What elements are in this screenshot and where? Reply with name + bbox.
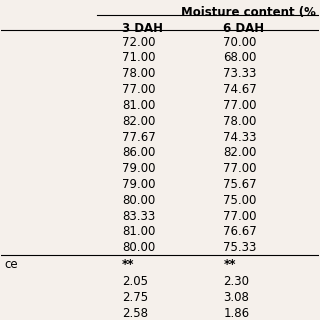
Text: 80.00: 80.00 [122, 194, 155, 207]
Text: 79.00: 79.00 [122, 178, 156, 191]
Text: 2.30: 2.30 [223, 275, 250, 288]
Text: **: ** [223, 258, 236, 271]
Text: 86.00: 86.00 [122, 146, 155, 159]
Text: 71.00: 71.00 [122, 52, 156, 65]
Text: 75.67: 75.67 [223, 178, 257, 191]
Text: 73.33: 73.33 [223, 67, 257, 80]
Text: 74.33: 74.33 [223, 131, 257, 144]
Text: 81.00: 81.00 [122, 225, 155, 238]
Text: 1.86: 1.86 [223, 307, 250, 320]
Text: 78.00: 78.00 [122, 67, 155, 80]
Text: 77.00: 77.00 [223, 99, 257, 112]
Text: 76.67: 76.67 [223, 225, 257, 238]
Text: 3 DAH: 3 DAH [122, 22, 163, 35]
Text: 78.00: 78.00 [223, 115, 257, 128]
Text: 79.00: 79.00 [122, 162, 156, 175]
Text: 72.00: 72.00 [122, 36, 156, 49]
Text: 2.75: 2.75 [122, 291, 148, 304]
Text: 82.00: 82.00 [122, 115, 155, 128]
Text: 77.00: 77.00 [223, 162, 257, 175]
Text: 81.00: 81.00 [122, 99, 155, 112]
Text: 75.00: 75.00 [223, 194, 257, 207]
Text: 83.33: 83.33 [122, 210, 155, 222]
Text: 82.00: 82.00 [223, 146, 257, 159]
Text: 75.33: 75.33 [223, 241, 257, 254]
Text: **: ** [122, 258, 134, 271]
Text: 77.00: 77.00 [122, 83, 156, 96]
Text: 68.00: 68.00 [223, 52, 257, 65]
Text: 77.67: 77.67 [122, 131, 156, 144]
Text: ce: ce [4, 258, 18, 271]
Text: 2.05: 2.05 [122, 275, 148, 288]
Text: 6 DAH: 6 DAH [223, 22, 265, 35]
Text: 2.58: 2.58 [122, 307, 148, 320]
Text: Moisture content (%: Moisture content (% [180, 6, 316, 19]
Text: 77.00: 77.00 [223, 210, 257, 222]
Text: 80.00: 80.00 [122, 241, 155, 254]
Text: 3.08: 3.08 [223, 291, 249, 304]
Text: 74.67: 74.67 [223, 83, 257, 96]
Text: 70.00: 70.00 [223, 36, 257, 49]
